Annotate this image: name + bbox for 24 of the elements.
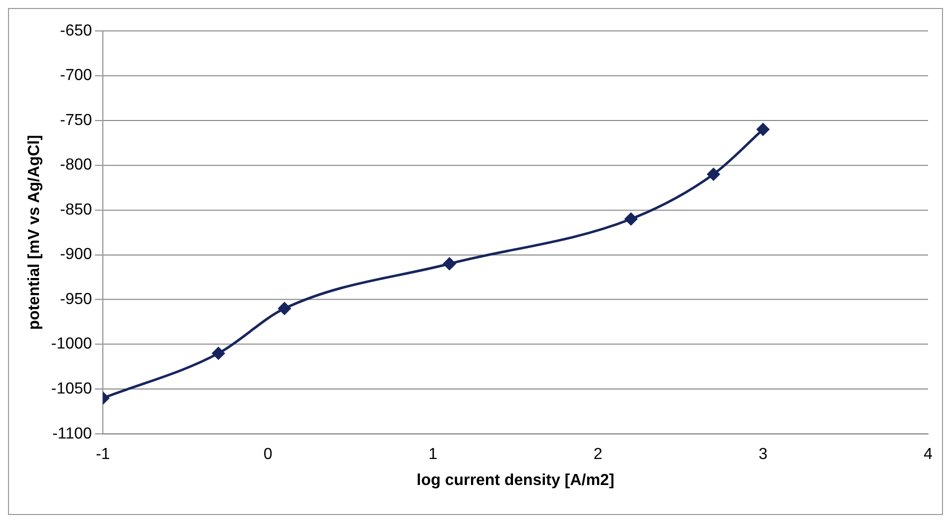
point: [212, 347, 225, 360]
y-tick-label: -700: [60, 67, 92, 84]
y-tick-label: -850: [60, 201, 92, 218]
x-tick-label: 2: [594, 446, 603, 463]
x-axis-title: log current density [A/m2]: [416, 472, 614, 489]
y-tick-label: -800: [60, 156, 92, 174]
x-tick-label: 0: [264, 446, 273, 463]
point: [624, 212, 638, 226]
y-tick-label: -900: [60, 246, 92, 264]
point: [756, 123, 770, 136]
y-tick-label: -1000: [51, 336, 92, 353]
y-tick-label: -750: [60, 112, 92, 129]
y-tick-label: -1100: [52, 425, 92, 442]
x-tick-label: -1: [96, 446, 110, 463]
point: [278, 302, 291, 315]
y-tick-label: -650: [60, 22, 92, 40]
y-tick-label: -950: [60, 290, 92, 308]
x-tick-label: 1: [428, 446, 438, 463]
x-tick-label: 4: [924, 446, 933, 463]
y-tick-label: -1050: [51, 380, 92, 398]
x-tick-label: 3: [758, 446, 768, 463]
point: [707, 168, 720, 180]
point: [443, 258, 456, 270]
y-axis-title: potential [mV vs Ag/AgCl]: [26, 134, 43, 330]
